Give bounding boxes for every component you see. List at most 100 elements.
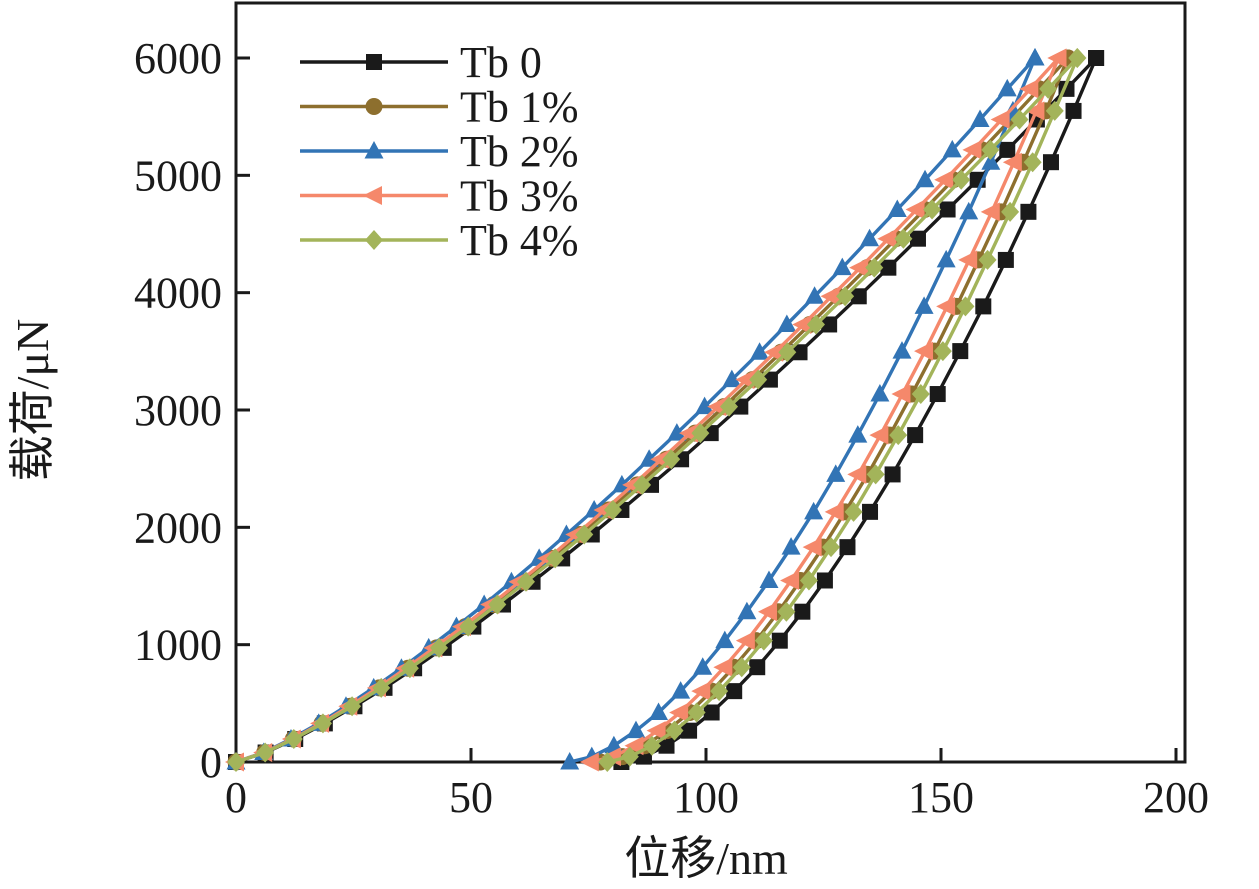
y-tick-label: 4000 (134, 269, 222, 318)
triangle-left-marker (646, 721, 666, 741)
triangle-up-marker (759, 570, 779, 588)
triangle-up-marker (781, 537, 801, 555)
diamond-marker (687, 702, 706, 723)
series-tb-1 (227, 49, 1077, 771)
diamond-marker (665, 720, 684, 741)
triangle-left-marker (1025, 101, 1045, 121)
series-line (234, 56, 1037, 764)
series-tb-2 (226, 48, 1045, 770)
triangle-left-marker (849, 258, 869, 278)
y-axis-title: 载荷/μN (7, 319, 58, 482)
square-marker (952, 343, 969, 360)
legend-label: Tb 4% (460, 216, 579, 265)
x-tick-label: 100 (673, 773, 739, 822)
triangle-up-marker (715, 630, 735, 649)
diamond-marker (620, 746, 639, 767)
y-tick-label: 6000 (134, 34, 222, 83)
triangle-up-marker (639, 449, 659, 467)
square-marker (821, 316, 838, 333)
triangle-up-marker (693, 657, 713, 675)
triangle-up-marker (997, 78, 1017, 97)
y-tick-label: 1000 (134, 621, 222, 670)
legend-label: Tb 1% (460, 83, 579, 132)
x-tick-label: 200 (1143, 773, 1209, 822)
square-marker (726, 683, 743, 700)
diamond-marker (749, 369, 768, 390)
square-marker (1065, 102, 1082, 119)
square-marker (1042, 154, 1059, 171)
diamond-marker (516, 571, 535, 592)
triangle-up-marker (626, 720, 646, 739)
diamond-marker (1068, 48, 1087, 68)
legend: Tb 0Tb 1%Tb 2%Tb 3%Tb 4% (300, 38, 579, 265)
triangle-up-marker (915, 169, 935, 188)
triangle-up-marker (777, 314, 797, 332)
series-tb-4 (227, 48, 1087, 772)
triangle-up-marker (860, 228, 880, 247)
triangle-left-marker (1002, 152, 1022, 172)
diamond-marker (1039, 78, 1058, 99)
square-marker (909, 230, 926, 247)
diamond-marker (720, 396, 739, 417)
diamond-marker (865, 257, 884, 278)
triangle-left-marker (980, 202, 1000, 222)
diamond-marker (1010, 109, 1029, 130)
diamond-marker (691, 423, 710, 444)
diamond-marker (889, 425, 908, 446)
triangle-left-marker (990, 109, 1010, 129)
square-marker (884, 466, 901, 483)
triangle-up-marker (848, 425, 868, 443)
x-tick-label: 0 (225, 773, 247, 822)
diamond-marker (372, 677, 391, 698)
triangle-up-marker (804, 501, 824, 520)
y-tick-label: 0 (200, 738, 222, 787)
diamond-marker (227, 752, 245, 772)
diamond-marker (1023, 152, 1042, 173)
triangle-left-marker (1047, 48, 1067, 68)
diamond-marker (313, 713, 332, 734)
triangle-up-marker (832, 257, 852, 276)
diamond-marker (662, 449, 681, 470)
y-tick-label: 2000 (134, 503, 222, 552)
square-marker (761, 371, 778, 388)
square-marker (732, 398, 749, 415)
triangle-left-marker (934, 170, 954, 190)
square-marker (658, 737, 675, 754)
triangle-left-marker (669, 702, 689, 722)
diamond-marker (1001, 201, 1020, 222)
triangle-up-marker (695, 396, 715, 415)
triangle-left-marker (914, 341, 934, 361)
triangle-up-marker (649, 702, 669, 720)
legend-item-tb-0: Tb 0 (300, 38, 542, 87)
triangle-left-marker (691, 681, 711, 701)
triangle-up-marker (887, 199, 907, 217)
square-marker (999, 141, 1016, 158)
triangle-left-marker (363, 186, 382, 205)
series-line (234, 56, 1070, 764)
diamond-marker (923, 199, 942, 220)
triangle-left-marker (962, 140, 982, 160)
triangle-up-marker (826, 464, 846, 482)
diamond-marker (799, 570, 818, 591)
triangle-up-marker (981, 152, 1001, 170)
diamond-marker (642, 735, 661, 756)
legend-label: Tb 3% (460, 172, 579, 221)
legend-item-tb-2: Tb 2% (300, 127, 579, 176)
triangle-up-marker (671, 681, 691, 699)
square-marker (850, 288, 867, 305)
diamond-marker (365, 230, 383, 250)
triangle-left-marker (792, 314, 812, 334)
diamond-marker (1045, 100, 1064, 121)
triangle-left-marker (869, 425, 889, 445)
triangle-left-marker (757, 602, 777, 622)
triangle-left-marker (824, 502, 844, 522)
x-tick-label: 150 (908, 773, 974, 822)
diamond-marker (598, 752, 617, 772)
triangle-up-marker (364, 141, 384, 159)
diamond-marker (978, 249, 997, 270)
diamond-marker (754, 630, 773, 651)
triangle-left-marker (764, 342, 784, 362)
triangle-left-marker (780, 570, 800, 590)
triangle-left-marker (735, 370, 755, 390)
